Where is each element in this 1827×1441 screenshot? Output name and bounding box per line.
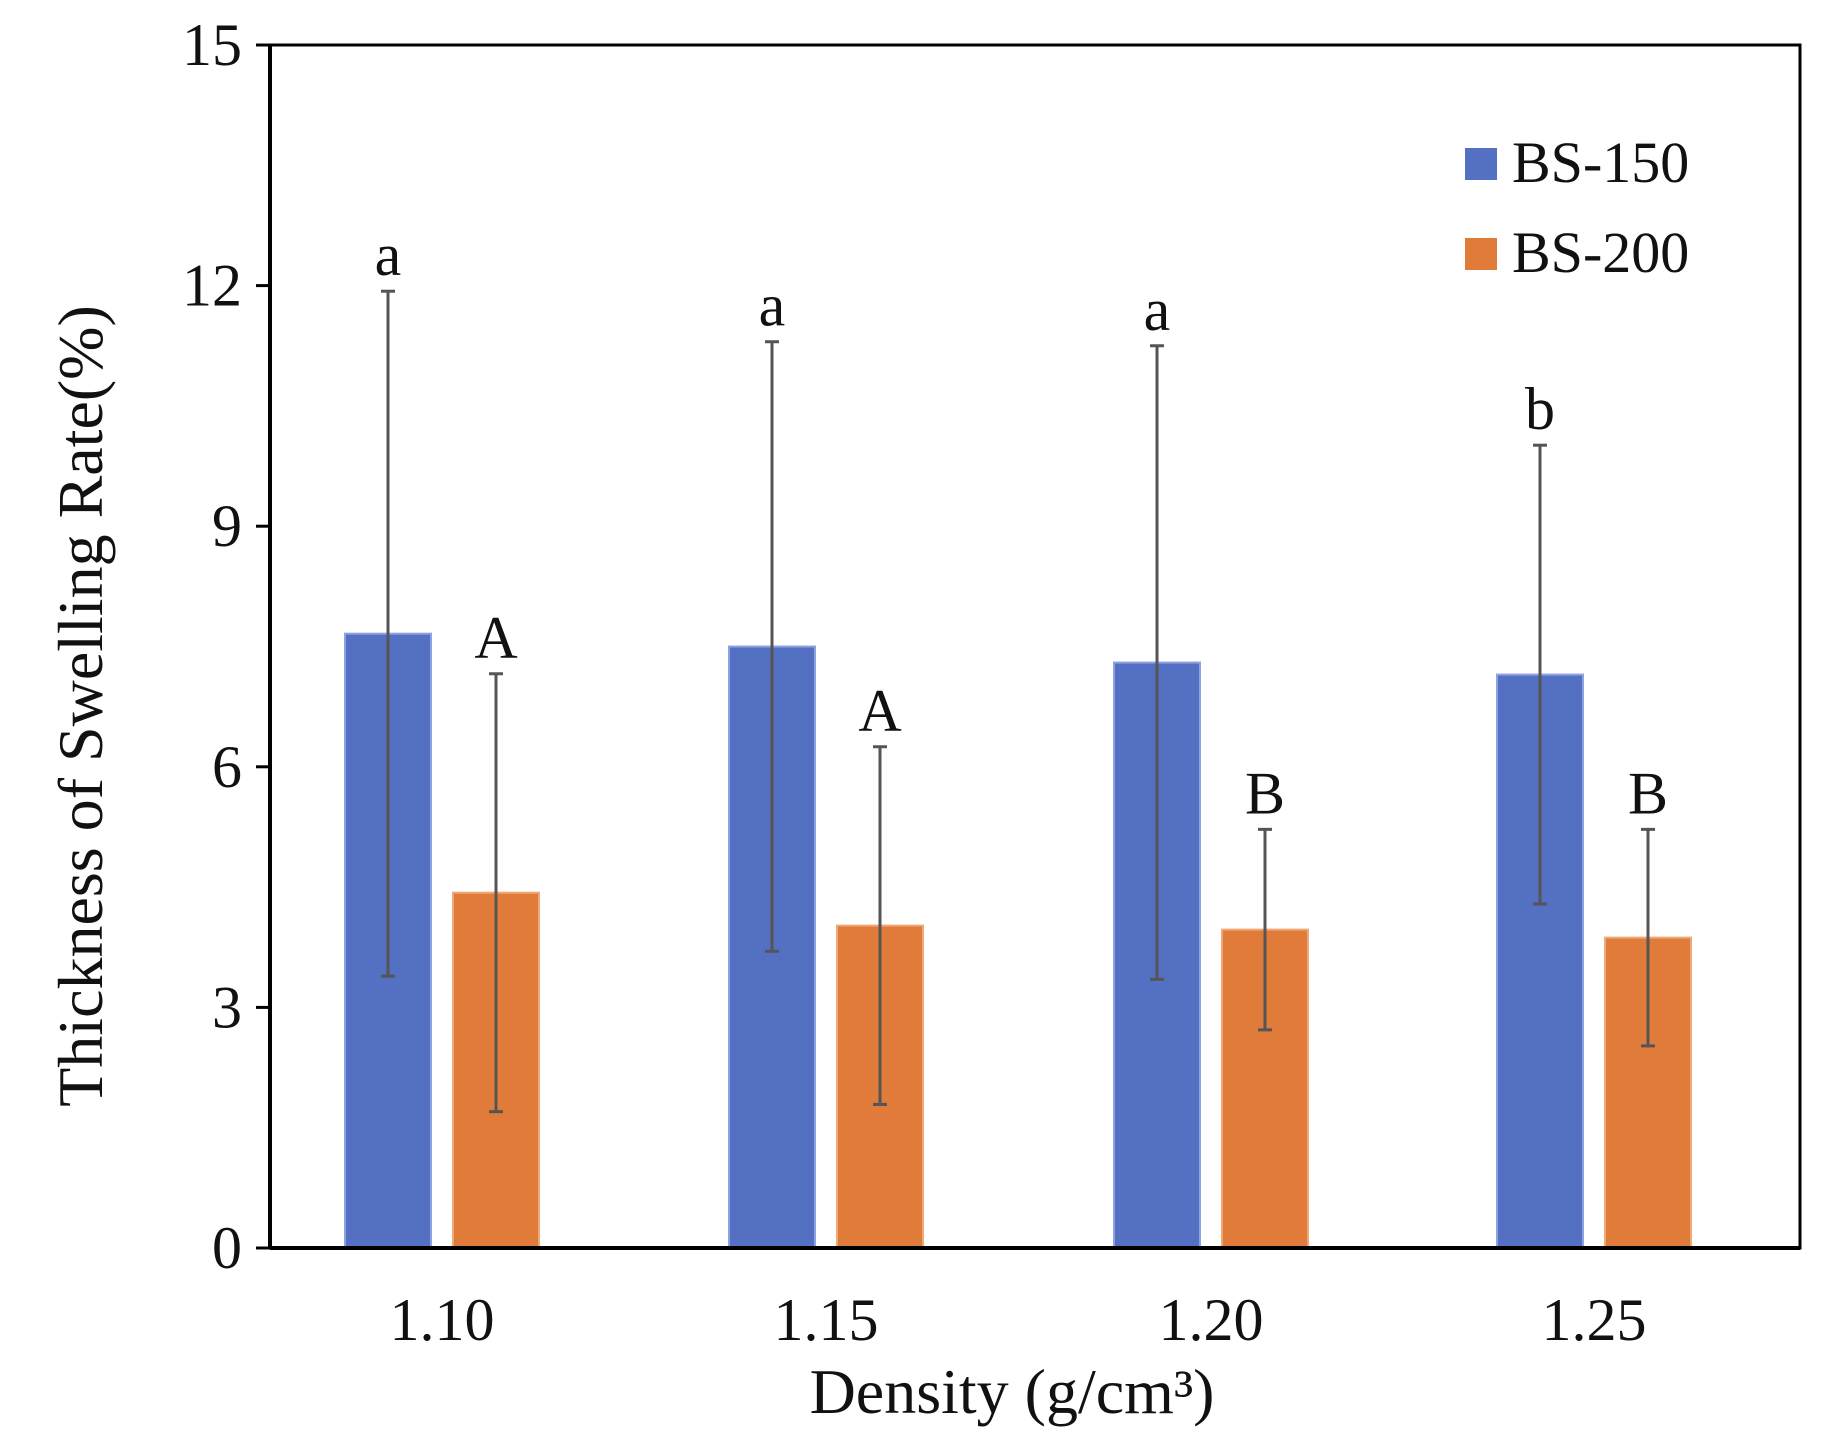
- y-axis-ticks: 0 3 6 9 12 15: [182, 12, 270, 1281]
- y-tick-label: 0: [212, 1215, 242, 1281]
- y-tick-label: 6: [212, 734, 242, 800]
- y-tick-label: 12: [182, 253, 242, 319]
- legend-swatch-bs200: [1465, 238, 1497, 270]
- significance-label: a: [759, 273, 786, 339]
- significance-label: B: [1245, 760, 1285, 826]
- legend-swatch-bs150: [1465, 148, 1497, 180]
- y-axis-title: Thickness of Swelling Rate(%): [45, 305, 116, 1107]
- significance-label: a: [375, 222, 402, 288]
- significance-label: b: [1525, 376, 1555, 442]
- y-tick-label: 3: [212, 974, 242, 1040]
- x-axis-ticks: 1.10 1.15 1.20 1.25: [390, 1287, 1647, 1353]
- y-tick-label: 15: [182, 12, 242, 78]
- error-bars-layer: [381, 289, 1655, 1114]
- significance-label: B: [1628, 760, 1668, 826]
- legend: BS-150 BS-200: [1465, 130, 1689, 285]
- significance-label: a: [1144, 277, 1171, 343]
- significance-labels-layer: a Aa Aa Bb B: [375, 222, 1668, 826]
- y-tick-label: 9: [212, 493, 242, 559]
- bars-layer: [344, 632, 1692, 1250]
- x-tick-label: 1.20: [1159, 1287, 1264, 1353]
- x-tick-label: 1.10: [390, 1287, 495, 1353]
- significance-label: A: [858, 678, 901, 744]
- x-tick-label: 1.15: [774, 1287, 879, 1353]
- x-tick-label: 1.25: [1542, 1287, 1647, 1353]
- x-axis-title: Density (g/cm³): [810, 1356, 1215, 1427]
- legend-label-bs150: BS-150: [1512, 130, 1689, 195]
- significance-label: A: [474, 605, 517, 671]
- legend-label-bs200: BS-200: [1512, 220, 1689, 285]
